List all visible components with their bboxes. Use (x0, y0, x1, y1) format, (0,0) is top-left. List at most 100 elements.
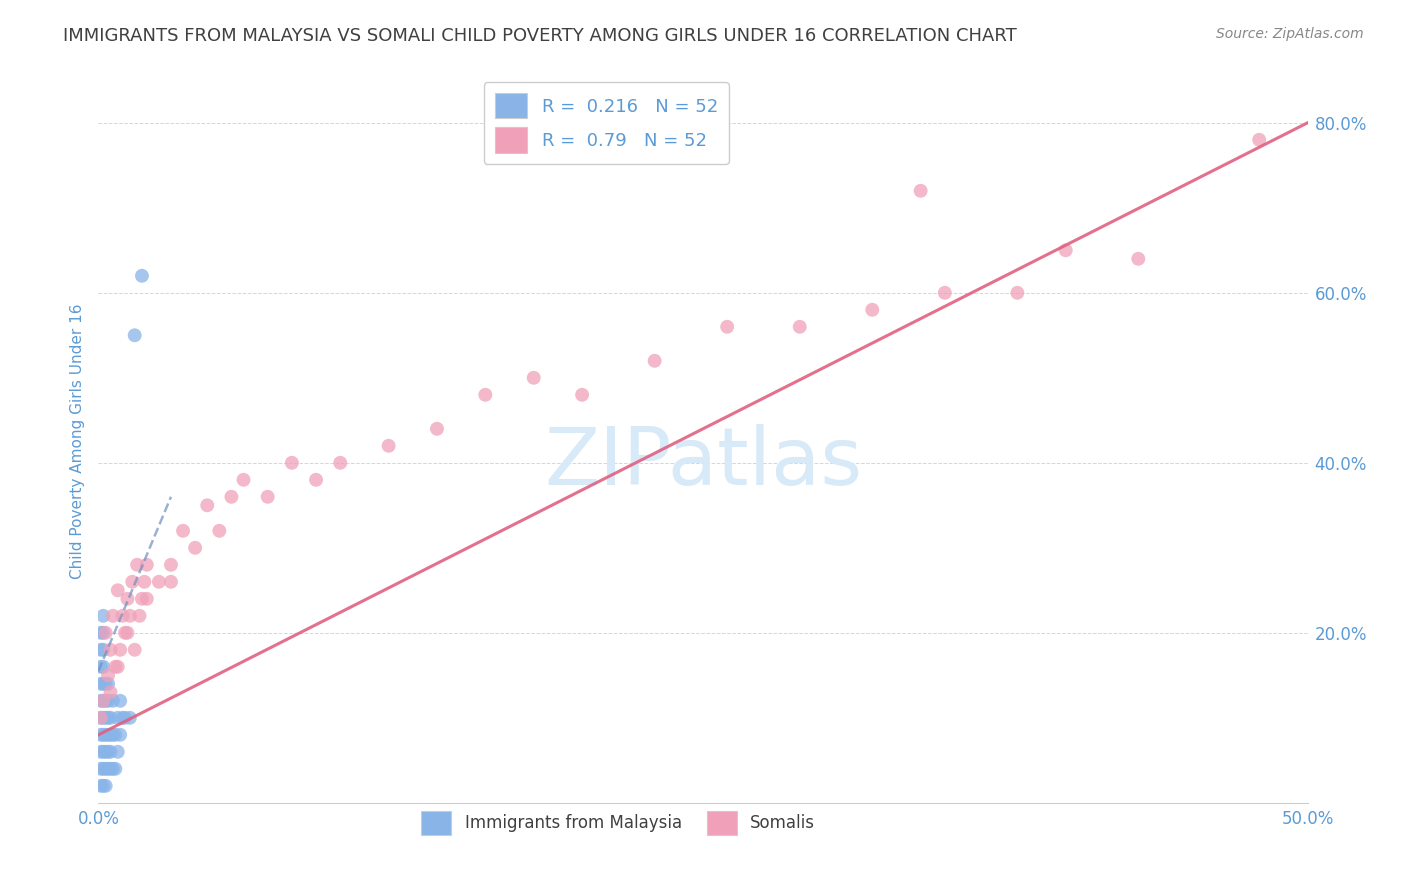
Point (1128, 252, 1150, 266)
Point (101, 728, 124, 742)
Y-axis label: Child Poverty Among Girls Under 16: Child Poverty Among Girls Under 16 (69, 304, 84, 579)
Point (111, 711, 134, 725)
Point (94, 711, 117, 725)
Point (90, 745, 112, 759)
Point (100, 728, 122, 742)
Point (131, 591, 153, 606)
Point (90, 728, 112, 742)
Point (127, 558, 149, 572)
Point (90, 660, 112, 674)
Point (523, 371, 546, 385)
Point (101, 608, 124, 623)
Point (426, 422, 449, 436)
Point (1249, 133, 1271, 147)
Point (160, 558, 183, 572)
Point (131, 268, 153, 283)
Point (108, 728, 131, 742)
Point (118, 608, 141, 623)
Point (124, 328, 146, 343)
Point (97, 728, 120, 742)
Point (94, 694, 117, 708)
Point (100, 642, 122, 657)
Point (91, 728, 114, 742)
Point (91, 625, 114, 640)
Point (101, 694, 124, 708)
Point (195, 498, 218, 512)
Point (91, 677, 114, 691)
Point (135, 558, 157, 572)
Point (91, 779, 114, 793)
Legend: Immigrants from Malaysia, Somalis: Immigrants from Malaysia, Somalis (415, 805, 823, 841)
Point (90, 779, 112, 793)
Point (94, 762, 117, 776)
Point (108, 642, 131, 657)
Point (97, 694, 120, 708)
Point (97, 711, 120, 725)
Point (107, 660, 129, 674)
Point (94, 779, 117, 793)
Text: IMMIGRANTS FROM MALAYSIA VS SOMALI CHILD POVERTY AMONG GIRLS UNDER 16 CORRELATIO: IMMIGRANTS FROM MALAYSIA VS SOMALI CHILD… (63, 27, 1017, 45)
Point (160, 574, 183, 589)
Point (644, 353, 666, 368)
Point (121, 574, 143, 589)
Point (117, 625, 139, 640)
Point (208, 524, 231, 538)
Point (128, 608, 150, 623)
Point (148, 574, 170, 589)
Point (94, 677, 117, 691)
Point (305, 473, 328, 487)
Point (104, 660, 127, 674)
Point (114, 625, 136, 640)
Point (107, 745, 129, 759)
Point (91, 711, 114, 725)
Point (94, 745, 117, 759)
Point (232, 473, 254, 487)
Point (281, 456, 304, 470)
Point (90, 677, 112, 691)
Point (100, 762, 122, 776)
Point (104, 728, 127, 742)
Point (97, 745, 120, 759)
Point (934, 285, 956, 300)
Point (91, 608, 114, 623)
Point (135, 591, 157, 606)
Point (184, 541, 207, 555)
Point (91, 762, 114, 776)
Point (377, 439, 399, 453)
Point (329, 456, 352, 470)
Point (91, 694, 114, 708)
Point (100, 745, 122, 759)
Point (111, 608, 134, 623)
Point (100, 711, 122, 725)
Point (124, 642, 146, 657)
Point (91, 660, 114, 674)
Point (716, 319, 738, 334)
Point (117, 591, 139, 606)
Point (910, 184, 932, 198)
Point (571, 388, 593, 402)
Point (90, 625, 112, 640)
Text: ZIPatlas: ZIPatlas (544, 425, 862, 502)
Point (107, 711, 129, 725)
Point (256, 490, 278, 504)
Point (90, 762, 112, 776)
Point (91, 642, 114, 657)
Point (1007, 285, 1029, 300)
Point (90, 694, 112, 708)
Point (91, 745, 114, 759)
Point (91, 694, 114, 708)
Point (100, 685, 122, 699)
Point (94, 625, 117, 640)
Point (90, 642, 112, 657)
Point (94, 728, 117, 742)
Point (97, 668, 120, 682)
Point (118, 711, 141, 725)
Point (90, 711, 112, 725)
Point (114, 711, 136, 725)
Point (474, 388, 496, 402)
Point (860, 302, 883, 317)
Point (134, 574, 156, 589)
Point (172, 524, 194, 538)
Point (1054, 244, 1077, 258)
Point (90, 711, 112, 725)
